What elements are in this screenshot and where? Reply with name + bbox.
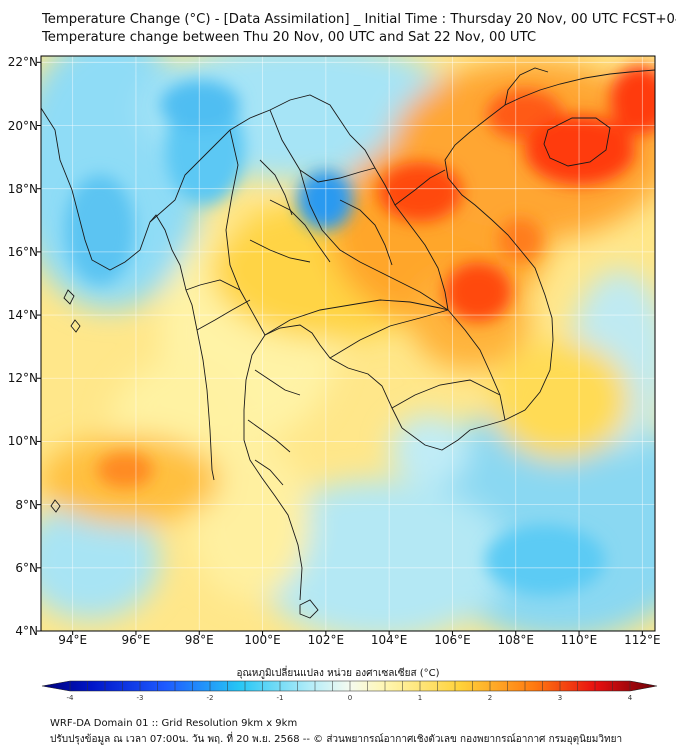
latitude-label: 16°N [7,244,38,259]
longitude-label: 98°E [184,633,214,647]
longitude-label: 104°E [370,633,408,647]
colorbar-tick-label: 1 [417,694,423,702]
map-subtitle: Temperature change between Thu 20 Nov, 0… [42,30,537,45]
latitude-label: 6°N [15,560,38,575]
temperature-field [41,56,655,631]
longitude-label: 110°E [560,633,598,647]
latitude-label: 18°N [7,181,38,196]
map-frame [40,55,656,632]
map-title: Temperature Change (°C) - [Data Assimila… [42,12,676,27]
colorbar-tick-label: -1 [276,694,284,702]
colorbar [41,680,658,692]
colorbar-tick-label: -2 [206,694,214,702]
colorbar-tick-label: 0 [347,694,353,702]
latitude-label: 10°N [7,434,38,449]
latitude-label: 8°N [15,497,38,512]
colorbar-title: อุณหภูมิเปลี่ยนแปลง หน่วย องศาเซลเซียส (… [236,668,440,679]
latitude-label: 20°N [7,118,38,133]
axis-ticks [37,61,643,635]
longitude-label: 94°E [58,633,88,647]
latitude-label: 4°N [15,624,38,638]
colorbar-tick-label: -3 [136,694,144,702]
coastlines-and-borders [41,67,655,619]
longitude-label: 96°E [121,633,151,647]
latitude-label: 12°N [7,371,38,386]
colorbar-tick-label: -4 [66,694,74,702]
latitude-label: 14°N [7,308,38,323]
longitude-label: 108°E [497,633,534,647]
longitude-label: 112°E [624,633,661,647]
longitude-label: 102°E [307,633,345,647]
longitude-label: 100°E [244,633,281,647]
colorbar-tick-label: 4 [627,694,633,702]
colorbar-tick-label: 2 [487,694,493,702]
longitude-label: 106°E [434,633,471,647]
footer-model-info: WRF-DA Domain 01 :: Grid Resolution 9km … [50,718,298,729]
footer-credit: ปรับปรุงข้อมูล ณ เวลา 07:00น. วัน พฤ. ที… [50,734,623,745]
latitude-label: 22°N [7,55,38,70]
colorbar-tick-label: 3 [557,694,563,702]
